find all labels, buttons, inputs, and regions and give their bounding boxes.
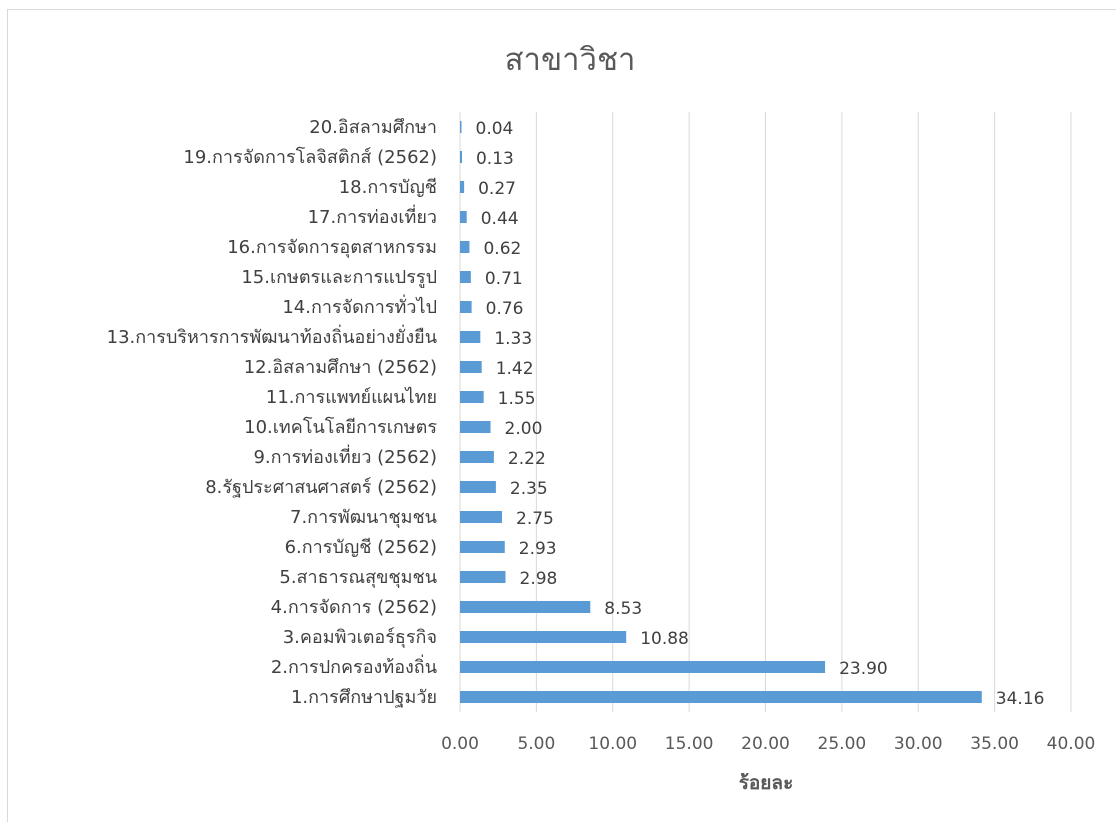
data-label: 0.04: [476, 119, 514, 139]
bar: [460, 631, 627, 643]
bar: [460, 211, 467, 223]
data-label: 2.22: [508, 449, 546, 469]
category-label: 18.การบัญชี: [339, 177, 437, 198]
category-label: 13.การบริหารการพัฒนาท้องถิ่นอย่างยั่งยืน: [107, 324, 437, 348]
category-label: 8.รัฐประศาสนศาสตร์ (2562): [205, 477, 437, 498]
bar: [460, 691, 982, 703]
category-label: 16.การจัดการอุตสาหกรรม: [227, 237, 437, 258]
category-label: 4.การจัดการ (2562): [271, 597, 437, 618]
x-tick-labels: 0.00 5.00 10.00 15.00 20.00 25.00 30.00 35.00 40…: [441, 734, 1095, 754]
bar: [460, 271, 471, 283]
x-tick-label: 0.00: [441, 734, 479, 754]
category-label: 6.การบัญชี (2562): [285, 537, 437, 558]
bar: [460, 181, 465, 193]
category-label: 9.การท่องเที่ยว (2562): [253, 444, 437, 468]
chart-frame: [7, 9, 1116, 822]
category-label: 3.คอมพิวเตอร์ธุรกิจ: [283, 627, 437, 648]
bar: [460, 451, 494, 463]
bar: [460, 421, 491, 433]
data-label: 2.98: [520, 569, 558, 589]
data-label: 10.88: [640, 629, 689, 649]
data-label: 1.55: [498, 389, 536, 409]
x-tick-label: 30.00: [894, 734, 943, 754]
data-label: 1.42: [496, 359, 534, 379]
category-label: 19.การจัดการโลจิสติกส์ (2562): [183, 146, 437, 168]
data-label: 2.93: [519, 539, 557, 559]
bar: [460, 571, 506, 583]
data-label: 0.62: [483, 239, 521, 259]
category-label: 1.การศึกษาปฐมวัย: [291, 687, 437, 708]
data-label: 34.16: [996, 689, 1045, 709]
x-tick-label: 5.00: [517, 734, 555, 754]
x-tick-label: 10.00: [588, 734, 637, 754]
data-label: 1.33: [494, 329, 532, 349]
data-label: 0.27: [478, 179, 516, 199]
x-tick-label: 40.00: [1047, 734, 1096, 754]
data-label: 2.75: [516, 509, 554, 529]
chart-title: สาขาวิชา: [505, 42, 636, 78]
data-label: 0.13: [476, 149, 514, 169]
category-label: 7.การพัฒนาชุมชน: [290, 507, 437, 528]
gridlines: [459, 112, 1072, 712]
x-axis-title: ร้อยละ: [739, 772, 794, 794]
category-label: 10.เทคโนโลยีการเกษตร: [244, 416, 437, 438]
bar: [460, 601, 591, 613]
bar: [460, 301, 472, 313]
x-tick-label: 35.00: [970, 734, 1019, 754]
data-label: 0.44: [481, 209, 519, 229]
data-label: 0.71: [485, 269, 523, 289]
bar: [460, 361, 482, 373]
category-label: 5.สาธารณสุขชุมชน: [279, 567, 437, 588]
bar: [460, 511, 503, 523]
data-label: 0.76: [486, 299, 524, 319]
category-label: 17.การท่องเที่ยว: [308, 204, 437, 228]
bars: [460, 121, 982, 703]
data-label: 2.00: [505, 419, 543, 439]
category-label: 15.เกษตรและการแปรรูป: [241, 267, 437, 288]
x-tick-label: 20.00: [741, 734, 790, 754]
category-label: 2.การปกครองท้องถิ่น: [271, 654, 437, 678]
bar: [460, 541, 505, 553]
bar: [460, 391, 484, 403]
category-label: 14.การจัดการทั่วไป: [282, 294, 437, 318]
data-label: 8.53: [604, 599, 642, 619]
category-label: 11.การแพทย์แผนไทย: [266, 386, 437, 408]
bar: [460, 481, 496, 493]
x-tick-label: 15.00: [665, 734, 714, 754]
category-labels: 1.การศึกษาปฐมวัย 2.การปกครองท้องถิ่น 3.คอม…: [107, 117, 438, 708]
bar: [460, 241, 470, 253]
category-label: 20.อิสลามศึกษา: [309, 117, 437, 138]
data-label: 2.35: [510, 479, 548, 499]
category-label: 12.อิสลามศึกษา (2562): [244, 357, 437, 378]
bar: [460, 121, 462, 133]
data-label: 23.90: [839, 659, 888, 679]
x-tick-label: 25.00: [818, 734, 867, 754]
bar: [460, 151, 462, 163]
bar: [460, 331, 481, 343]
data-labels: 34.16 23.90 10.88 8.53 2.98 2.93 2.75 2.35 2.22 2…: [476, 119, 1045, 709]
bar: [460, 661, 826, 673]
